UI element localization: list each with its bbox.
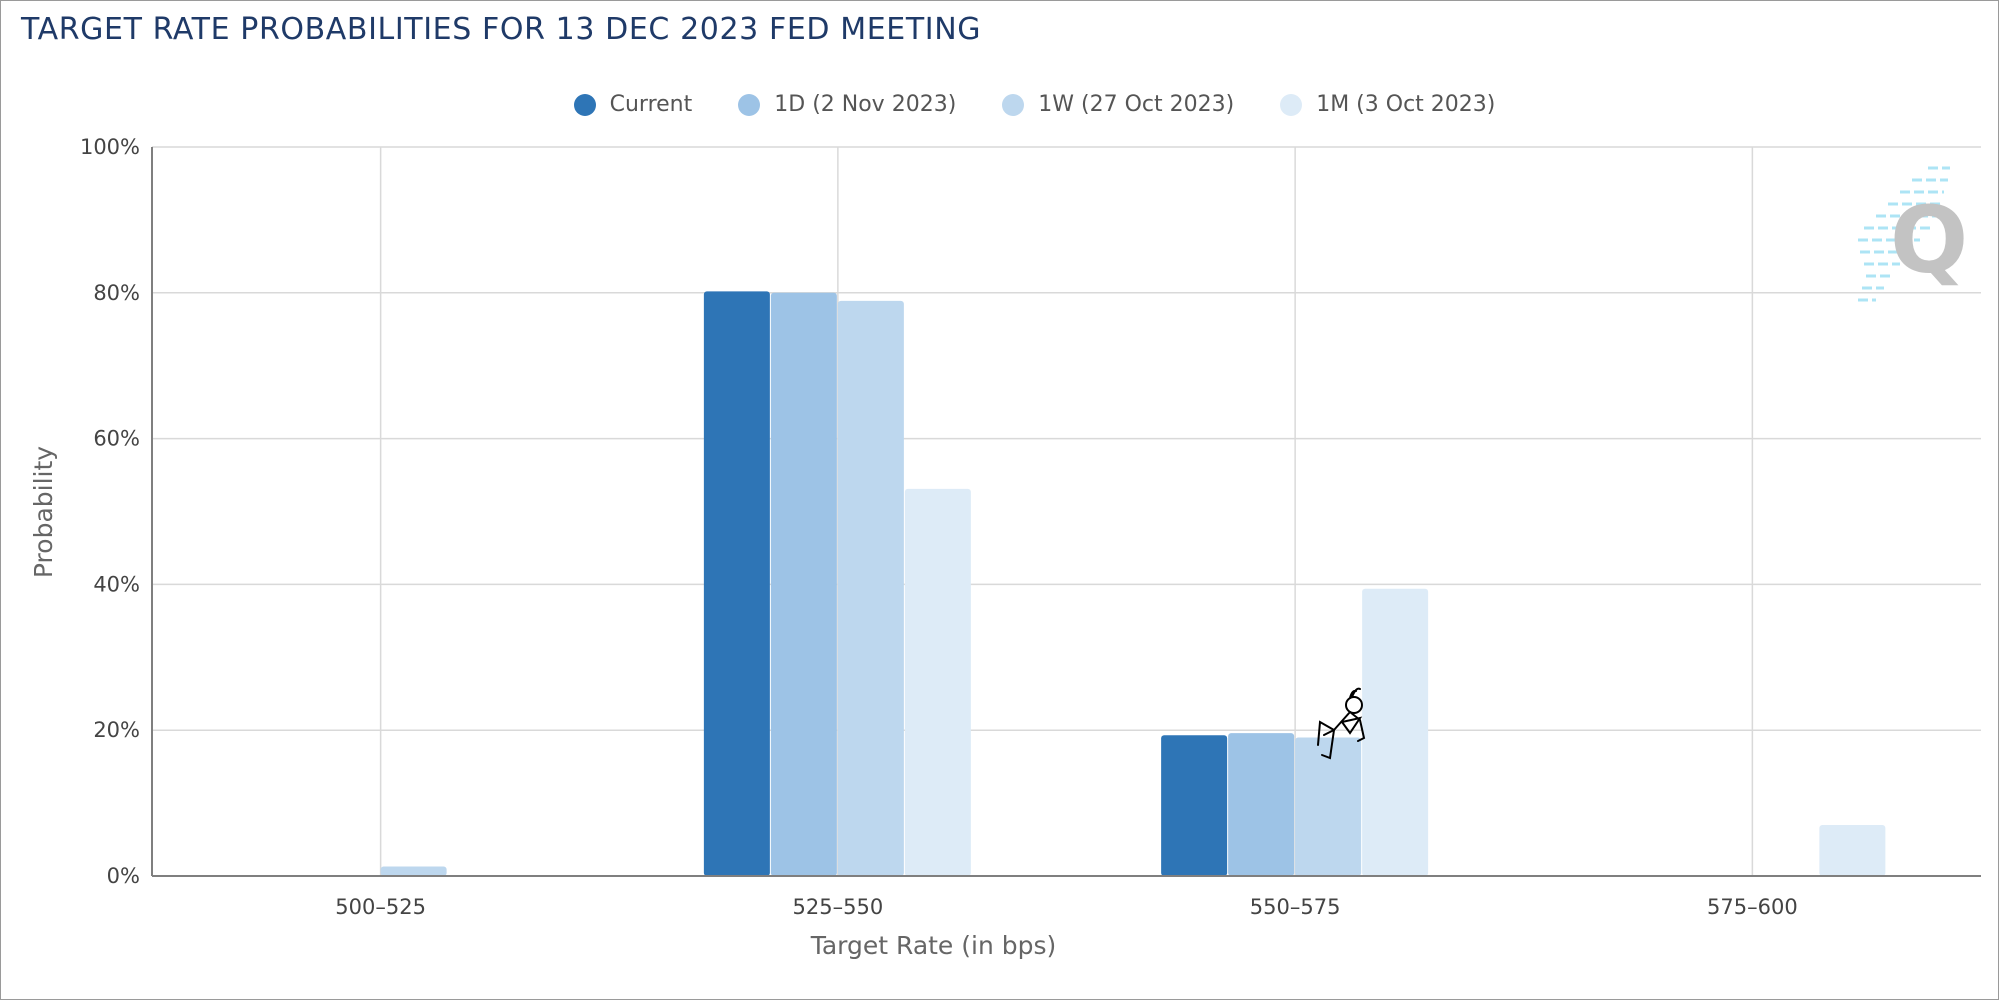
bar[interactable] — [1295, 737, 1362, 876]
legend-swatch — [573, 93, 596, 116]
legend-item[interactable]: Current — [573, 92, 693, 117]
legend-label: 1M (3 Oct 2023) — [1316, 92, 1496, 117]
legend-label: Current — [609, 92, 693, 117]
legend-label: 1D (2 Nov 2023) — [774, 92, 957, 117]
bar[interactable] — [837, 300, 904, 877]
x-axis-title: Target Rate (in bps) — [810, 931, 1057, 960]
bar[interactable] — [1362, 588, 1429, 876]
stick-figure-icon — [1317, 687, 1366, 760]
y-tick-label: 100% — [80, 135, 140, 159]
x-tick-label: 525–550 — [793, 895, 884, 919]
legend-item[interactable]: 1W (27 Oct 2023) — [1002, 92, 1234, 117]
y-tick-label: 0% — [107, 864, 140, 888]
legend-label: 1W (27 Oct 2023) — [1038, 92, 1235, 117]
x-tick-label: 550–575 — [1250, 895, 1341, 919]
legend-swatch — [1280, 93, 1303, 116]
watermark-logo-icon: Q — [1858, 166, 1968, 302]
y-tick-label: 40% — [93, 572, 140, 596]
grid-lines — [152, 146, 1981, 877]
bar[interactable] — [770, 292, 837, 876]
legend-swatch — [1002, 93, 1025, 116]
y-tick-label: 20% — [93, 718, 140, 742]
legend-swatch — [738, 93, 761, 116]
bar[interactable] — [1819, 824, 1886, 876]
y-tick-label: 80% — [93, 281, 140, 305]
bar[interactable] — [380, 866, 447, 876]
chart-legend: Current 1D (2 Nov 2023) 1W (27 Oct 2023) 1M… — [0, 92, 1999, 117]
bar[interactable] — [1228, 733, 1295, 876]
svg-text:Q: Q — [1890, 187, 1968, 294]
x-tick-label: 575–600 — [1707, 895, 1798, 919]
bar[interactable] — [703, 291, 770, 876]
bar[interactable] — [1161, 735, 1228, 876]
legend-item[interactable]: 1D (2 Nov 2023) — [738, 92, 956, 117]
bars — [380, 291, 1886, 877]
bar[interactable] — [904, 488, 971, 876]
x-tick-label: 500–525 — [335, 895, 426, 919]
chart-title: TARGET RATE PROBABILITIES FOR 13 DEC 202… — [21, 12, 982, 47]
y-tick-label: 60% — [93, 427, 140, 451]
y-axis-title: Probability — [29, 446, 58, 578]
legend-item[interactable]: 1M (3 Oct 2023) — [1280, 92, 1495, 117]
